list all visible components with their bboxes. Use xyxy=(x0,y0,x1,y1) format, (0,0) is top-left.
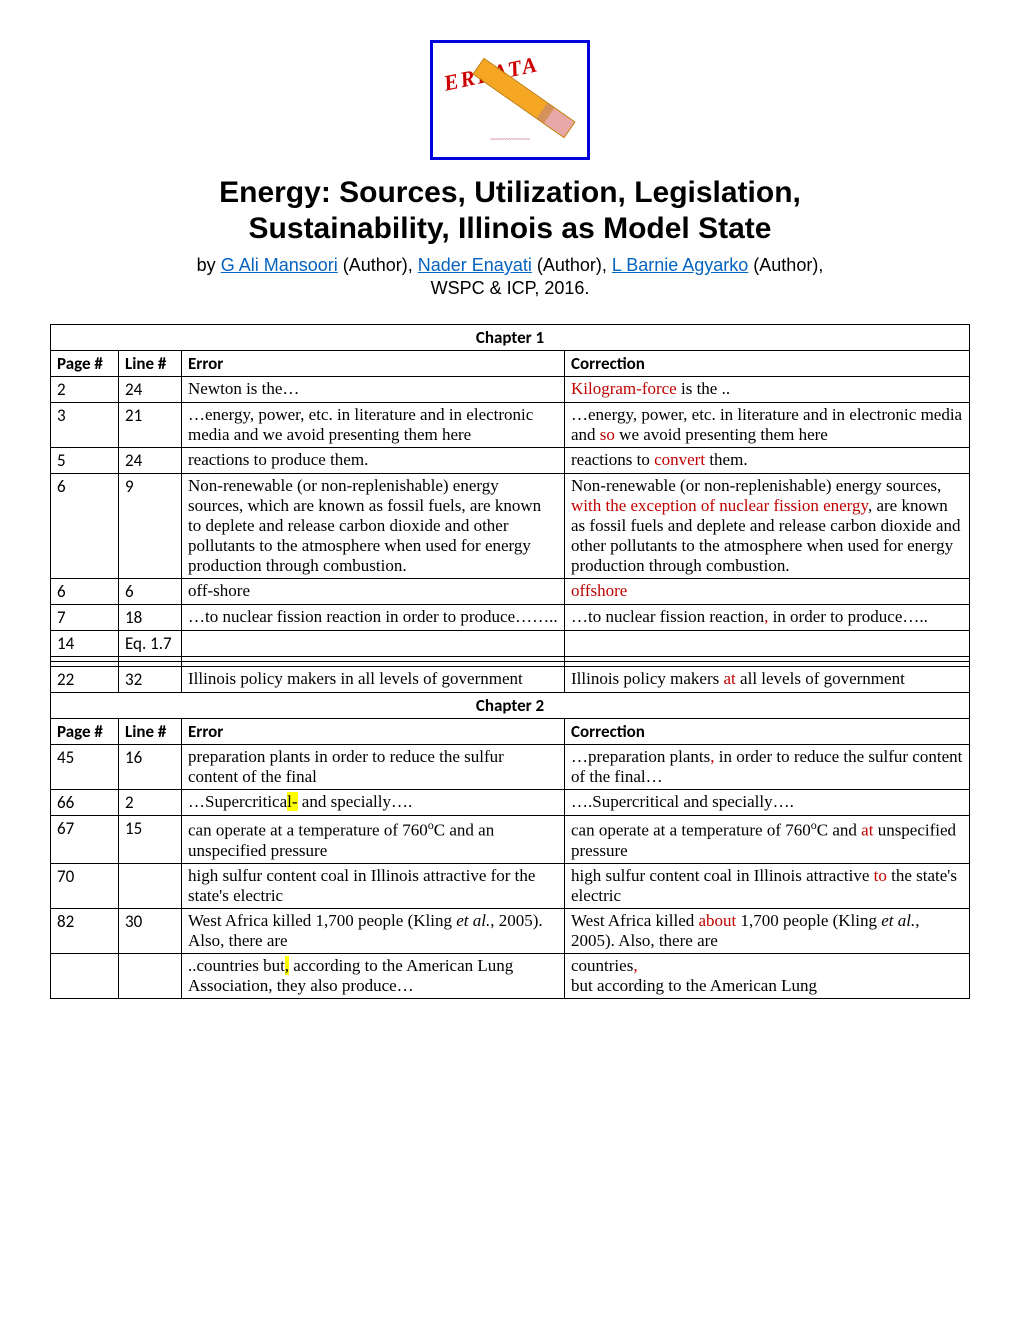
correction-cell: Illinois policy makers at all levels of … xyxy=(565,667,970,693)
table-row: 524reactions to produce them.reactions t… xyxy=(51,448,970,474)
page-cell: 82 xyxy=(51,908,119,953)
line-cell: 9 xyxy=(119,474,182,579)
correction-cell: high sulfur content coal in Illinois att… xyxy=(565,863,970,908)
author-role-1: (Author), xyxy=(338,255,418,275)
line-cell: 18 xyxy=(119,605,182,631)
table-row: 662…Supercritical- and specially….….Supe… xyxy=(51,790,970,816)
col-correction-header: Correction xyxy=(565,719,970,745)
error-cell: Illinois policy makers in all levels of … xyxy=(182,667,565,693)
page-cell: 22 xyxy=(51,667,119,693)
col-correction-header: Correction xyxy=(565,351,970,377)
page-cell: 70 xyxy=(51,863,119,908)
correction-cell: countries,but according to the American … xyxy=(565,953,970,998)
page-cell: 45 xyxy=(51,745,119,790)
correction-cell: …preparation plants, in order to reduce … xyxy=(565,745,970,790)
error-cell: high sulfur content coal in Illinois att… xyxy=(182,863,565,908)
table-row: 2232Illinois policy makers in all levels… xyxy=(51,667,970,693)
page-cell: 7 xyxy=(51,605,119,631)
author-role-2: (Author), xyxy=(532,255,612,275)
table-row: 718…to nuclear fission reaction in order… xyxy=(51,605,970,631)
page-cell: 3 xyxy=(51,403,119,448)
correction-cell: ….Supercritical and specially…. xyxy=(565,790,970,816)
title-line-2: Sustainability, Illinois as Model State xyxy=(249,212,772,245)
by-prefix: by xyxy=(197,255,221,275)
table-row: 224Newton is the…Kilogram-force is the .… xyxy=(51,377,970,403)
table-row: 321…energy, power, etc. in literature an… xyxy=(51,403,970,448)
error-cell: ..countries but, according to the Americ… xyxy=(182,953,565,998)
col-line-header: Line # xyxy=(119,351,182,377)
page-cell: 67 xyxy=(51,816,119,864)
page-cell: 2 xyxy=(51,377,119,403)
line-cell: 6 xyxy=(119,579,182,605)
error-cell: …Supercritical- and specially…. xyxy=(182,790,565,816)
error-cell xyxy=(182,631,565,657)
correction-cell: West Africa killed about 1,700 people (K… xyxy=(565,908,970,953)
errata-table: Chapter 1 Page # Line # Error Correction… xyxy=(50,324,970,999)
table-row: 4516preparation plants in order to reduc… xyxy=(51,745,970,790)
correction-cell: reactions to convert them. xyxy=(565,448,970,474)
table-row: ..countries but, according to the Americ… xyxy=(51,953,970,998)
table-row: 70 high sulfur content coal in Illinois a… xyxy=(51,863,970,908)
error-cell: Non-renewable (or non-replenishable) ene… xyxy=(182,474,565,579)
page-cell: 6 xyxy=(51,579,119,605)
line-cell: 16 xyxy=(119,745,182,790)
line-cell: 24 xyxy=(119,448,182,474)
error-cell: preparation plants in order to reduce th… xyxy=(182,745,565,790)
page-cell: 5 xyxy=(51,448,119,474)
author-link-2[interactable]: Nader Enayati xyxy=(418,255,532,275)
correction-cell: …to nuclear fission reaction, in order t… xyxy=(565,605,970,631)
error-cell: can operate at a temperature of 760oC an… xyxy=(182,816,565,864)
col-error-header: Error xyxy=(182,351,565,377)
col-page-header: Page # xyxy=(51,719,119,745)
page-cell: 6 xyxy=(51,474,119,579)
line-cell xyxy=(119,863,182,908)
line-cell: 2 xyxy=(119,790,182,816)
column-header-row: Page # Line # Error Correction xyxy=(51,719,970,745)
column-header-row: Page # Line # Error Correction xyxy=(51,351,970,377)
table-row: 14Eq. 1.7 xyxy=(51,631,970,657)
page-cell xyxy=(51,953,119,998)
correction-cell: …energy, power, etc. in literature and i… xyxy=(565,403,970,448)
error-cell: West Africa killed 1,700 people (Kling e… xyxy=(182,908,565,953)
title-line-1: Energy: Sources, Utilization, Legislatio… xyxy=(219,176,801,209)
byline: by G Ali Mansoori (Author), Nader Enayat… xyxy=(50,255,970,276)
line-cell: 21 xyxy=(119,403,182,448)
correction-cell: Non-renewable (or non-replenishable) ene… xyxy=(565,474,970,579)
error-cell: off-shore xyxy=(182,579,565,605)
line-cell: 30 xyxy=(119,908,182,953)
line-cell: 32 xyxy=(119,667,182,693)
author-role-3: (Author), xyxy=(748,255,823,275)
line-cell: 15 xyxy=(119,816,182,864)
correction-cell: Kilogram-force is the .. xyxy=(565,377,970,403)
table-row: 6715can operate at a temperature of 760o… xyxy=(51,816,970,864)
errata-logo: ERRATA ~~~~~~~~ xyxy=(430,40,590,160)
correction-cell: offshore xyxy=(565,579,970,605)
table-row: 8230West Africa killed 1,700 people (Kli… xyxy=(51,908,970,953)
col-page-header: Page # xyxy=(51,351,119,377)
eraser-marks: ~~~~~~~~ xyxy=(453,132,567,147)
author-link-1[interactable]: G Ali Mansoori xyxy=(221,255,338,275)
page-cell: 14 xyxy=(51,631,119,657)
col-line-header: Line # xyxy=(119,719,182,745)
error-cell: …to nuclear fission reaction in order to… xyxy=(182,605,565,631)
error-cell: Newton is the… xyxy=(182,377,565,403)
author-link-3[interactable]: L Barnie Agyarko xyxy=(612,255,748,275)
line-cell xyxy=(119,953,182,998)
page-cell: 66 xyxy=(51,790,119,816)
correction-cell xyxy=(565,631,970,657)
page-title: Energy: Sources, Utilization, Legislatio… xyxy=(50,175,970,247)
table-row: 66off-shoreoffshore xyxy=(51,579,970,605)
chapter-2-header: Chapter 2 xyxy=(51,693,970,719)
error-cell: reactions to produce them. xyxy=(182,448,565,474)
col-error-header: Error xyxy=(182,719,565,745)
line-cell: Eq. 1.7 xyxy=(119,631,182,657)
table-row: 69Non-renewable (or non-replenishable) e… xyxy=(51,474,970,579)
chapter-1-header: Chapter 1 xyxy=(51,325,970,351)
line-cell: 24 xyxy=(119,377,182,403)
error-cell: …energy, power, etc. in literature and i… xyxy=(182,403,565,448)
correction-cell: can operate at a temperature of 760oC an… xyxy=(565,816,970,864)
publisher-line: WSPC & ICP, 2016. xyxy=(50,278,970,299)
